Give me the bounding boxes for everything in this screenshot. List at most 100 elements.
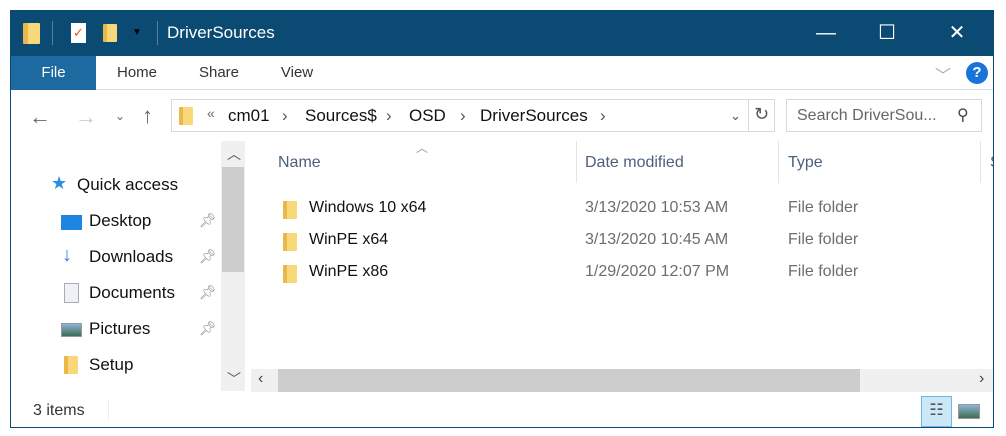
file-row[interactable]: WinPE x64 3/13/2020 10:45 AM File folder — [251, 227, 981, 257]
chevron-right-icon: › — [282, 106, 288, 125]
folder-icon — [283, 265, 297, 283]
scroll-down-icon[interactable]: ﹀ — [227, 371, 241, 387]
large-icons-view-icon[interactable] — [958, 404, 980, 419]
close-icon[interactable]: ✕ — [948, 22, 966, 44]
file-name: WinPE x64 — [309, 231, 389, 248]
nav-pictures[interactable]: Pictures 📌︎ — [11, 314, 221, 344]
file-type: File folder — [788, 199, 859, 216]
customize-dropdown-icon[interactable]: ▼ — [132, 27, 142, 38]
file-name: WinPE x86 — [309, 263, 389, 280]
address-bar[interactable]: « cm01 › Sources$ › OSD › DriverSources … — [171, 99, 775, 132]
properties-icon[interactable]: ✓ — [71, 23, 86, 43]
recent-locations-icon[interactable]: ⌄ — [115, 109, 126, 123]
file-date: 3/13/2020 10:45 AM — [585, 231, 729, 248]
details-view-icon[interactable]: ☷ — [921, 396, 952, 427]
up-icon[interactable]: ↑ — [142, 103, 153, 128]
refresh-icon[interactable]: ↻ — [754, 104, 770, 124]
desktop-icon — [61, 215, 82, 230]
scrollbar-thumb[interactable] — [278, 369, 860, 392]
chevron-right-icon: › — [386, 106, 392, 125]
breadcrumb-osd[interactable]: OSD — [409, 106, 446, 125]
forward-icon[interactable]: → — [75, 104, 97, 129]
file-row[interactable]: Windows 10 x64 3/13/2020 10:53 AM File f… — [251, 195, 981, 225]
documents-icon — [64, 283, 79, 303]
divider — [157, 21, 158, 45]
nav-vertical-scrollbar[interactable]: ︿ ﹀ — [221, 141, 245, 391]
status-bar: 3 items ☷ — [11, 392, 993, 427]
column-header-date[interactable]: Date modified — [585, 154, 684, 171]
overflow-icon[interactable]: « — [207, 105, 215, 121]
file-date: 1/29/2020 12:07 PM — [585, 263, 730, 280]
nav-setup[interactable]: Setup — [11, 350, 221, 380]
nav-label: Documents — [89, 283, 175, 302]
folder-icon — [64, 356, 78, 374]
expand-ribbon-icon[interactable]: ﹀ — [935, 68, 952, 85]
search-input[interactable]: Search DriverSou... — [797, 107, 937, 124]
nav-label: Downloads — [89, 247, 174, 266]
explorer-window: ✓ ▼ DriverSources — ☐ ✕ File Home Share … — [10, 10, 994, 428]
file-list: ︿ Name Date modified Type S Windows 10 x… — [251, 141, 993, 369]
sort-ascending-icon: ︿ — [416, 141, 429, 155]
navigation-pane: ★ Quick access Desktop 📌︎ ↓ Downloads 📌︎… — [11, 141, 221, 391]
minimize-icon[interactable]: — — [816, 22, 836, 44]
pin-icon[interactable]: 📌︎ — [199, 248, 217, 264]
maximize-icon[interactable]: ☐ — [878, 22, 896, 44]
new-folder-icon[interactable] — [103, 24, 117, 42]
column-header-name[interactable]: Name — [278, 154, 321, 171]
file-type: File folder — [788, 231, 859, 248]
scroll-right-icon[interactable]: › — [979, 370, 985, 387]
file-name: Windows 10 x64 — [309, 199, 427, 216]
nav-downloads[interactable]: ↓ Downloads 📌︎ — [11, 242, 221, 272]
help-icon[interactable]: ? — [966, 62, 988, 84]
pin-icon[interactable]: 📌︎ — [199, 212, 217, 228]
folder-icon — [179, 107, 193, 125]
pictures-icon — [61, 323, 82, 337]
nav-documents[interactable]: Documents 📌︎ — [11, 278, 221, 308]
breadcrumb-cm01[interactable]: cm01 — [228, 106, 270, 125]
column-divider[interactable] — [576, 141, 577, 183]
back-icon[interactable]: ← — [29, 104, 51, 129]
divider — [748, 100, 749, 131]
file-date: 3/13/2020 10:53 AM — [585, 199, 729, 216]
tab-share[interactable]: Share — [198, 64, 240, 81]
pin-icon[interactable]: 📌︎ — [199, 320, 217, 336]
search-box[interactable]: Search DriverSou... ⚲ — [786, 99, 982, 132]
title-bar: ✓ ▼ DriverSources — ☐ ✕ — [11, 11, 993, 56]
window-title: DriverSources — [167, 23, 275, 42]
tab-home[interactable]: Home — [116, 64, 157, 81]
address-dropdown-icon[interactable]: ⌄ — [730, 108, 741, 123]
chevron-right-icon: › — [460, 106, 466, 125]
nav-label: Pictures — [89, 319, 151, 338]
tab-file[interactable]: File — [11, 56, 96, 90]
scroll-up-icon[interactable]: ︿ — [227, 146, 241, 162]
folder-icon — [23, 23, 40, 44]
scroll-left-icon[interactable]: ‹ — [258, 370, 264, 387]
column-header-type[interactable]: Type — [788, 154, 823, 171]
chevron-right-icon: › — [600, 106, 606, 125]
nav-label: Setup — [89, 355, 134, 374]
column-divider[interactable] — [778, 141, 779, 183]
item-count: 3 items — [33, 402, 85, 419]
nav-desktop[interactable]: Desktop 📌︎ — [11, 206, 221, 236]
divider — [52, 21, 53, 45]
nav-label: Desktop — [89, 211, 152, 230]
column-divider[interactable] — [980, 141, 981, 183]
folder-icon — [283, 233, 297, 251]
divider — [108, 400, 109, 420]
nav-label: Quick access — [77, 175, 179, 194]
folder-icon — [283, 201, 297, 219]
search-icon: ⚲ — [957, 107, 969, 124]
column-header-size[interactable]: S — [990, 154, 993, 172]
pin-icon[interactable]: 📌︎ — [199, 284, 217, 300]
nav-quick-access[interactable]: ★ Quick access — [11, 170, 221, 200]
ribbon: File Home Share View ﹀ ? — [11, 56, 993, 90]
breadcrumb-driversources[interactable]: DriverSources — [480, 106, 588, 125]
star-icon: ★ — [51, 173, 68, 193]
scrollbar-thumb[interactable] — [222, 167, 244, 272]
file-row[interactable]: WinPE x86 1/29/2020 12:07 PM File folder — [251, 259, 981, 289]
tab-view[interactable]: View — [280, 64, 314, 81]
horizontal-scrollbar[interactable]: ‹ › — [251, 369, 993, 392]
breadcrumb-sources[interactable]: Sources$ — [305, 106, 377, 125]
download-icon: ↓ — [62, 244, 72, 266]
file-type: File folder — [788, 263, 859, 280]
